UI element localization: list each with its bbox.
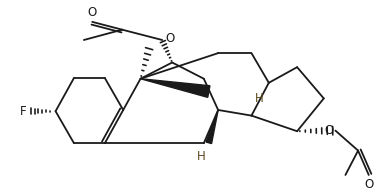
Polygon shape <box>206 110 218 144</box>
Polygon shape <box>140 79 210 97</box>
Text: O: O <box>364 178 373 191</box>
Text: H: H <box>255 92 264 105</box>
Text: O: O <box>88 6 97 19</box>
Text: O: O <box>165 32 174 45</box>
Text: F: F <box>20 105 26 118</box>
Text: O: O <box>324 124 334 137</box>
Text: H: H <box>197 150 206 163</box>
